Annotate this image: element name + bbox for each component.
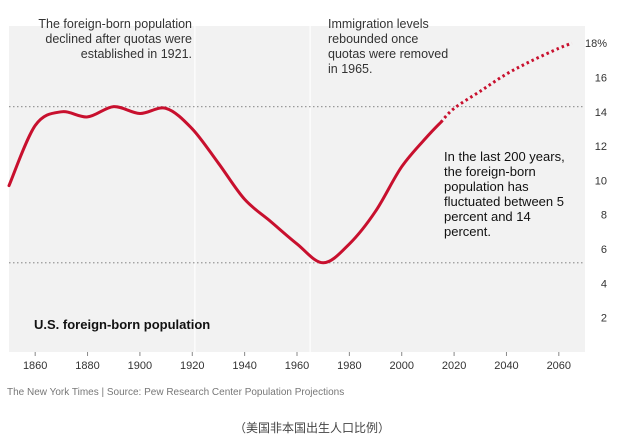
x-tick-label: 2000 — [389, 360, 413, 372]
y-tick-label: 8 — [601, 210, 607, 222]
y-tick-label: 12 — [595, 141, 607, 153]
y-tick-label: 2 — [601, 313, 607, 325]
y-tick-label: 6 — [601, 244, 607, 256]
y-axis-ticks: 2 4 6 8 10 12 14 16 18% — [585, 38, 607, 325]
reference-lines — [9, 106, 585, 264]
x-tick-label: 1920 — [180, 360, 204, 372]
x-tick-label: 2020 — [442, 360, 466, 372]
data-lines — [7, 41, 573, 265]
x-axis-ticks: 1860 1880 1900 1920 1940 1960 1980 2000 2020 2040… — [23, 352, 571, 372]
historical-line — [7, 105, 443, 265]
projection-line — [439, 41, 573, 124]
x-tick-label: 1880 — [75, 360, 99, 372]
x-tick-label: 1940 — [232, 360, 256, 372]
y-tick-label: 14 — [595, 107, 607, 119]
source-footer: The New York Times | Source: Pew Researc… — [7, 387, 345, 398]
x-tick-label: 1860 — [23, 360, 47, 372]
y-tick-label: 10 — [595, 175, 607, 187]
x-tick-label: 2060 — [547, 360, 571, 372]
chart-title: U.S. foreign-born population — [34, 317, 211, 332]
y-tick-label: 16 — [595, 72, 607, 84]
y-tick-label: 4 — [601, 278, 607, 290]
x-tick-label: 1980 — [337, 360, 361, 372]
x-tick-label: 2040 — [494, 360, 518, 372]
vertical-markers — [194, 14, 311, 352]
annotation-rebound: Immigration levels rebounded once quotas… — [328, 17, 449, 76]
figure-caption: （美国非本国出生人口比例） — [233, 421, 390, 435]
annotation-quota: The foreign-born population declined aft… — [38, 17, 192, 61]
x-tick-label: 1900 — [128, 360, 152, 372]
annotation-range: In the last 200 years, the foreign-born … — [444, 149, 565, 239]
x-tick-label: 1960 — [285, 360, 309, 372]
y-tick-label: 18% — [585, 38, 607, 50]
chart-background — [9, 26, 585, 352]
